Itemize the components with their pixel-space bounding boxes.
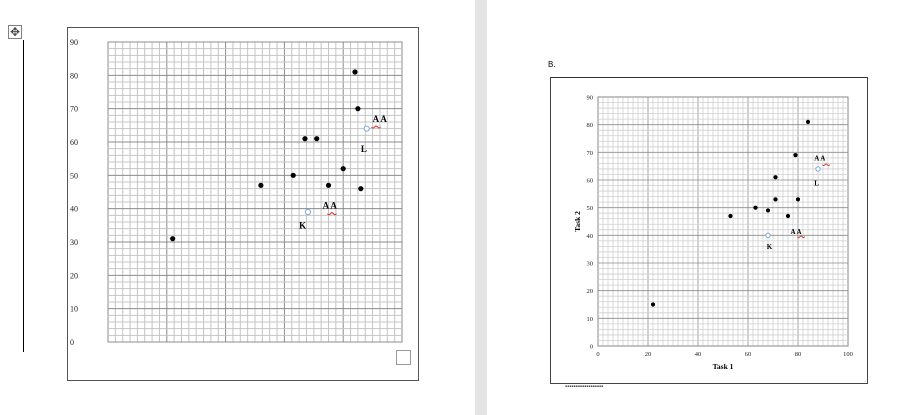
x-tick-label: 20: [645, 351, 652, 358]
x-tick-label: 100: [843, 351, 853, 358]
data-point: [258, 182, 264, 188]
y-tick-label: 80: [587, 122, 594, 129]
margin-rule: [23, 40, 24, 352]
data-point: [325, 182, 332, 188]
data-point: [805, 119, 811, 124]
y-tick-label: 30: [587, 261, 594, 268]
section-label: B.: [548, 60, 556, 69]
data-point: [765, 232, 771, 239]
point-annotation: L: [361, 144, 367, 154]
point-annotation: K: [767, 243, 773, 251]
data-point: [753, 205, 758, 210]
y-tick-label: 70: [587, 150, 594, 157]
data-point: [304, 208, 312, 216]
resize-handle[interactable]: [396, 350, 411, 365]
point-annotation: A A: [814, 155, 825, 163]
y-tick-label: 60: [587, 178, 594, 185]
y-tick-label: 90: [587, 95, 594, 102]
point-annotation: A A: [323, 201, 338, 211]
data-point: [302, 136, 308, 142]
spellcheck-squiggle: [371, 125, 381, 129]
left-chart-frame[interactable]: [67, 27, 419, 381]
point-annotation: A A: [791, 228, 802, 236]
y-tick-label: 20: [70, 271, 78, 280]
caption-fragment: ▪▪▪▪▪▪▪▪▪▪▪▪▪▪▪▪▪▪: [565, 384, 604, 390]
y-tick-label: 50: [587, 205, 594, 212]
data-point: [728, 213, 733, 219]
page-gutter: [475, 0, 487, 415]
y-tick-label: 40: [587, 233, 594, 240]
y-tick-label: 10: [70, 305, 78, 314]
data-point: [340, 166, 346, 172]
y-tick-label: 20: [587, 288, 594, 295]
y-tick-label: 50: [70, 171, 78, 180]
y-axis-label: Task 2: [573, 211, 582, 232]
spellcheck-squiggle: [797, 235, 806, 238]
data-point: [785, 213, 791, 219]
y-tick-label: 0: [70, 338, 74, 347]
x-tick-label: 40: [695, 351, 702, 358]
y-tick-label: 60: [70, 138, 78, 147]
left-scatter-chart: 0 10 20 30 40 50 60 70 80 90 A A L A A K: [70, 38, 403, 347]
y-tick-label: 0: [590, 344, 593, 351]
data-point: [363, 125, 370, 132]
x-tick-label: 60: [745, 351, 752, 358]
x-axis-label: Task 1: [713, 362, 734, 371]
grid-lines: [107, 41, 403, 343]
header-rule: [550, 77, 868, 78]
y-tick-label: 30: [70, 238, 78, 247]
y-tick-label: 90: [70, 38, 78, 47]
y-tick-label: 40: [70, 205, 78, 214]
data-point: [773, 175, 778, 180]
data-point: [314, 136, 320, 142]
data-point: [170, 236, 176, 242]
data-point: [765, 208, 771, 213]
data-point: [773, 197, 778, 202]
point-annotation: A A: [373, 114, 388, 124]
x-tick-label: 0: [596, 351, 599, 358]
spellcheck-squiggle: [327, 212, 337, 216]
y-tick-label: 80: [70, 71, 78, 80]
spellcheck-squiggle: [822, 163, 831, 167]
data-point: [355, 106, 361, 112]
data-point: [795, 197, 801, 202]
right-chart-frame[interactable]: [550, 77, 868, 384]
point-annotation: K: [299, 221, 306, 231]
x-tick-label: 80: [795, 351, 802, 358]
data-point: [650, 302, 656, 307]
data-point: [793, 153, 798, 158]
table-move-handle-icon[interactable]: ✥: [8, 25, 22, 39]
grid-lines: [597, 96, 849, 347]
data-point: [815, 166, 821, 172]
data-point: [290, 172, 296, 178]
data-point: [358, 186, 364, 192]
y-tick-label: 10: [587, 316, 594, 323]
point-annotation: L: [814, 180, 819, 188]
y-tick-label: 70: [70, 105, 78, 114]
data-point: [352, 69, 358, 75]
